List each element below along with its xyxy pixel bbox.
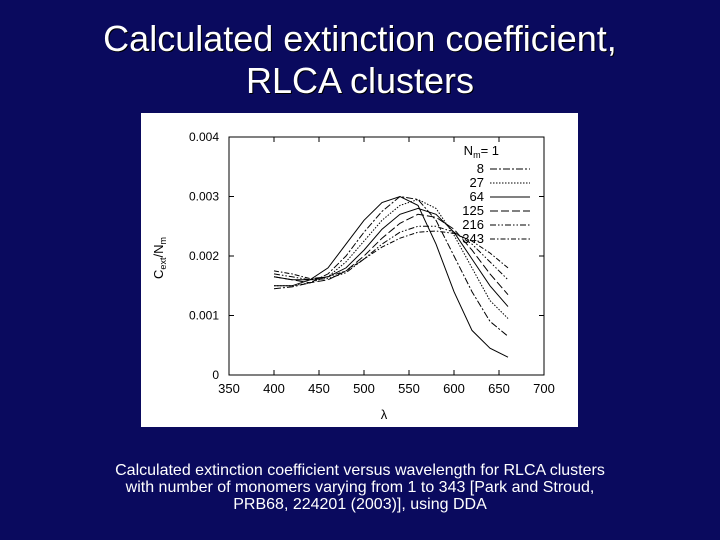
caption-line-2: with number of monomers varying from 1 t… — [125, 479, 595, 496]
slide-title-line-2: RLCA clusters — [245, 60, 475, 101]
legend-label-343: 343 — [462, 231, 484, 246]
legend-title-sub: m — [473, 150, 481, 160]
x-tick-label: 500 — [353, 381, 375, 396]
legend-label-64: 64 — [470, 189, 484, 204]
x-tick-label: 450 — [308, 381, 330, 396]
series-line-125 — [273, 213, 509, 296]
extinction-chart: 350 400 450 500 550 600 650 700 0 0.001 0.002 0.003… — [151, 130, 555, 422]
legend-label-125: 125 — [462, 203, 484, 218]
x-tick-label: 600 — [443, 381, 465, 396]
y-tick-label: 0.001 — [189, 309, 219, 323]
x-tick-label: 550 — [398, 381, 420, 396]
y-tick-label: 0.002 — [189, 249, 219, 263]
slide-title-line-1: Calculated extinction coefficient, — [103, 18, 617, 59]
slide-caption: Calculated extinction coefficient versus… — [10, 462, 710, 513]
slide-title: Calculated extinction coefficient, RLCA … — [0, 18, 720, 102]
y-tick-label: 0 — [212, 368, 219, 382]
x-tick-label: 400 — [263, 381, 285, 396]
legend-label-216: 216 — [462, 217, 484, 232]
legend-title-eq: = 1 — [481, 143, 499, 158]
series-line-216 — [273, 225, 509, 281]
y-axis-label-mid: /N — [151, 245, 166, 258]
series-line-343 — [273, 230, 509, 280]
y-axis-label-main: C — [151, 270, 166, 279]
x-tick-label: 350 — [218, 381, 240, 396]
y-axis-label-sub1: ext — [158, 257, 168, 270]
legend-label-27: 27 — [470, 175, 484, 190]
caption-line-1: Calculated extinction coefficient versus… — [115, 462, 605, 479]
legend-title: Nm= 1 — [464, 143, 499, 160]
x-axis-label: λ — [381, 407, 388, 422]
y-axis-label: Cext/Nm — [151, 237, 168, 279]
legend-label-8: 8 — [477, 161, 484, 176]
y-axis-label-sub2: m — [158, 237, 168, 245]
legend-title-main: N — [464, 143, 473, 158]
caption-line-3: PRB68, 224201 (2003)], using DDA — [233, 496, 487, 513]
plot-frame — [228, 136, 545, 376]
y-tick-label: 0.003 — [189, 190, 219, 204]
chart-figure: 350 400 450 500 550 600 650 700 0 0.001 0.002 0.003… — [141, 113, 578, 427]
y-tick-label: 0.004 — [189, 130, 219, 144]
series-line-64 — [273, 207, 509, 307]
x-tick-label: 650 — [488, 381, 510, 396]
x-tick-label: 700 — [533, 381, 555, 396]
